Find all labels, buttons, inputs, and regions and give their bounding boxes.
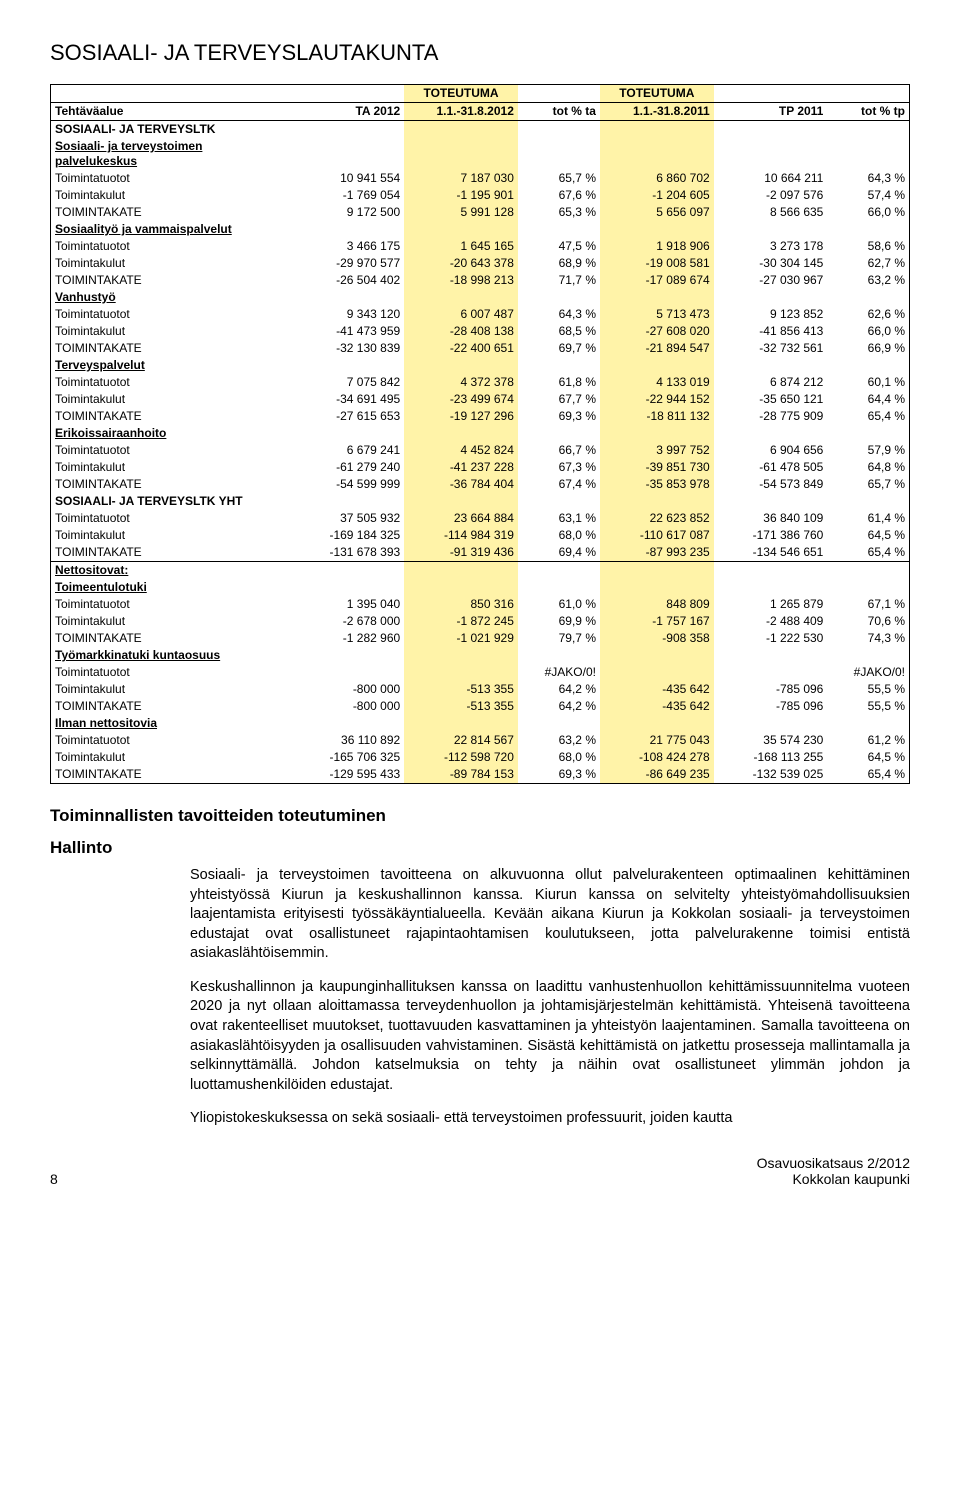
table-row: Toimintakulut-165 706 325-112 598 72068,… xyxy=(51,749,910,766)
table-row: Toimintakulut-41 473 959-28 408 13868,5 … xyxy=(51,323,910,340)
table-row: Toimintatuotot6 679 2414 452 82466,7 %3 … xyxy=(51,442,910,459)
section-header-row: Erikoissairaanhoito xyxy=(51,425,910,442)
table-row: Toimintakulut-169 184 325-114 984 31968,… xyxy=(51,527,910,544)
section-header-row: Vanhustyö xyxy=(51,289,910,306)
subheading-goals: Toiminnallisten tavoitteiden toteutumine… xyxy=(50,806,910,826)
section-header-row: Työmarkkinatuki kuntaosuus xyxy=(51,647,910,664)
table-row: Toimintakulut-800 000-513 35564,2 %-435 … xyxy=(51,681,910,698)
table-row: Toimintatuotot9 343 1206 007 48764,3 %5 … xyxy=(51,306,910,323)
table-row: TOIMINTAKATE9 172 5005 991 12865,3 %5 65… xyxy=(51,204,910,221)
table-row: Toimintatuotot3 466 1751 645 16547,5 %1 … xyxy=(51,238,910,255)
section-header-row: SOSIAALI- JA TERVEYSLTK xyxy=(51,121,910,139)
section-header-row: Sosiaali- ja terveystoimen palvelukeskus xyxy=(51,138,910,170)
table-row: TOIMINTAKATE-32 130 839-22 400 65169,7 %… xyxy=(51,340,910,357)
body-paragraph: Sosiaali- ja terveystoimen tavoitteena o… xyxy=(190,866,910,964)
table-row: Toimintatuotot36 110 89222 814 56763,2 %… xyxy=(51,732,910,749)
body-paragraph: Yliopistokeskuksessa on sekä sosiaali- e… xyxy=(190,1109,910,1129)
table-row: Toimintatuotot7 075 8424 372 37861,8 %4 … xyxy=(51,374,910,391)
footer-doc-title: Osavuosikatsaus 2/2012 xyxy=(757,1155,910,1171)
section-header-row: Ilman nettositovia xyxy=(51,715,910,732)
page-number: 8 xyxy=(50,1171,58,1187)
table-row: Toimintatuotot1 395 040850 31661,0 %848 … xyxy=(51,596,910,613)
table-row: Toimintakulut-34 691 495-23 499 67467,7 … xyxy=(51,391,910,408)
table-row: Toimintatuotot10 941 5547 187 03065,7 %6… xyxy=(51,170,910,187)
table-row: Toimintatuotot#JAKO/0!#JAKO/0! xyxy=(51,664,910,681)
table-row: TOIMINTAKATE-131 678 393-91 319 43669,4 … xyxy=(51,544,910,562)
table-row: Toimintakulut-2 678 000-1 872 24569,9 %-… xyxy=(51,613,910,630)
section-header-row: Nettositovat: xyxy=(51,562,910,580)
table-row: TOIMINTAKATE-129 595 433-89 784 15369,3 … xyxy=(51,766,910,784)
table-row: TOIMINTAKATE-800 000-513 35564,2 %-435 6… xyxy=(51,698,910,715)
table-row: Toimintakulut-61 279 240-41 237 22867,3 … xyxy=(51,459,910,476)
table-row: Toimintakulut-29 970 577-20 643 37868,9 … xyxy=(51,255,910,272)
subheading-admin: Hallinto xyxy=(50,838,910,858)
section-header-row: SOSIAALI- JA TERVEYSLTK YHT xyxy=(51,493,910,510)
body-paragraph: Keskushallinnon ja kaupunginhallituksen … xyxy=(190,978,910,1095)
table-row: TOIMINTAKATE-1 282 960-1 021 92979,7 %-9… xyxy=(51,630,910,647)
section-header-row: Toimeentulotuki xyxy=(51,579,910,596)
page-title: SOSIAALI- JA TERVEYSLAUTAKUNTA xyxy=(50,40,910,66)
page-footer: 8 Osavuosikatsaus 2/2012 Kokkolan kaupun… xyxy=(50,1155,910,1187)
table-row: TOIMINTAKATE-27 615 653-19 127 29669,3 %… xyxy=(51,408,910,425)
footer-org: Kokkolan kaupunki xyxy=(757,1171,910,1187)
table-row: Toimintatuotot37 505 93223 664 88463,1 %… xyxy=(51,510,910,527)
financial-table: TOTEUTUMATOTEUTUMA TehtäväalueTA 20121.1… xyxy=(50,84,910,784)
table-row: TOIMINTAKATE-54 599 999-36 784 40467,4 %… xyxy=(51,476,910,493)
table-row: Toimintakulut-1 769 054-1 195 90167,6 %-… xyxy=(51,187,910,204)
section-header-row: Sosiaalityö ja vammaispalvelut xyxy=(51,221,910,238)
section-header-row: Terveyspalvelut xyxy=(51,357,910,374)
table-row: TOIMINTAKATE-26 504 402-18 998 21371,7 %… xyxy=(51,272,910,289)
